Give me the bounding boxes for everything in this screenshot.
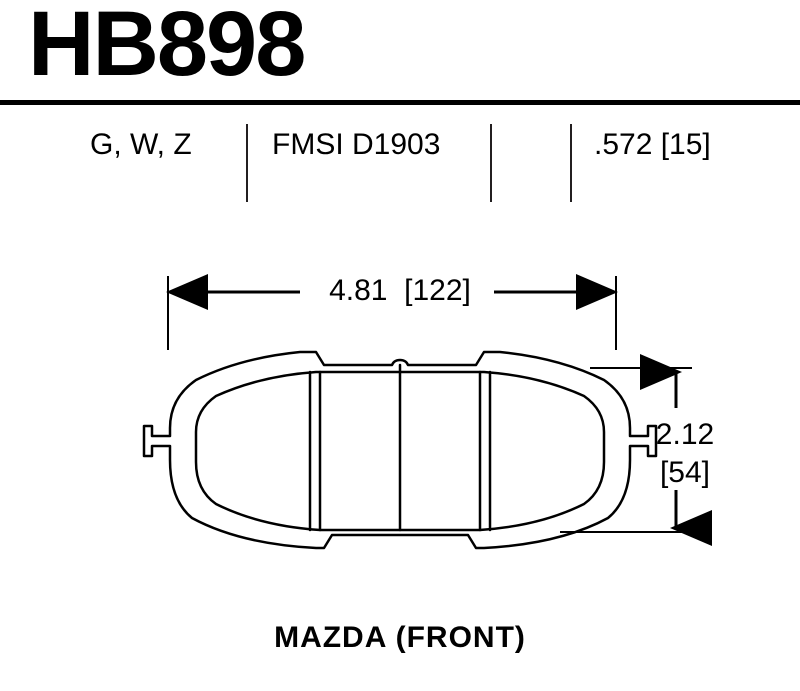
brake-pad-diagram: [0, 0, 800, 691]
